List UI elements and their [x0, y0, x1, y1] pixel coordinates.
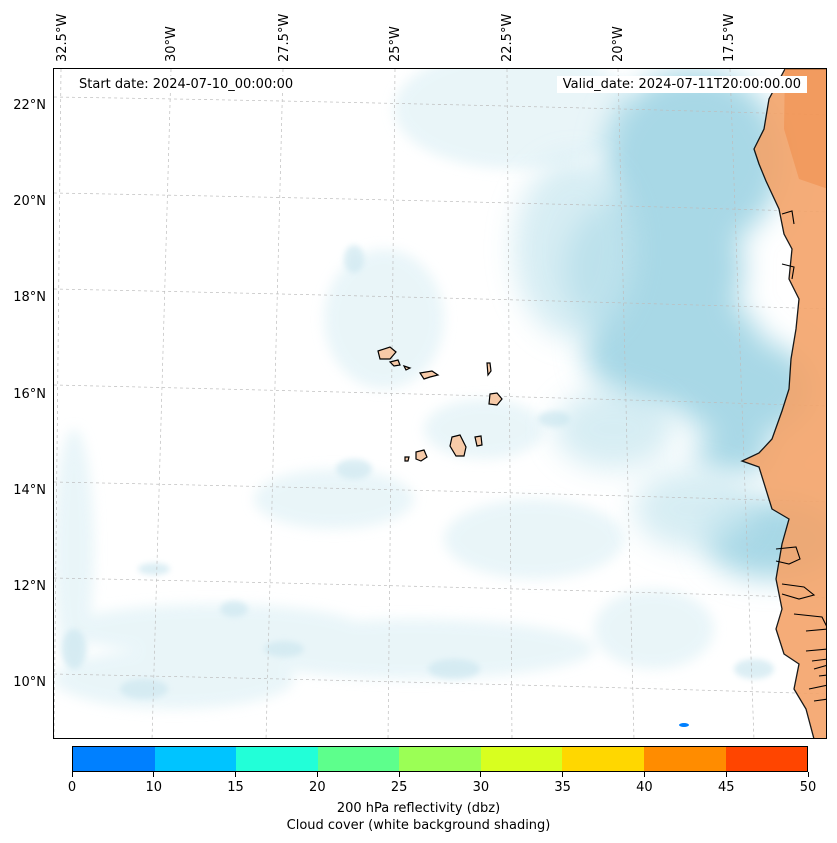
colorbar-tick	[562, 772, 564, 777]
colorbar-segment	[154, 747, 237, 771]
island-santa-luzia	[402, 364, 412, 371]
colorbar-label-reflectivity: 200 hPa reflectivity (dbz)	[336, 801, 501, 816]
colorbar-tick	[643, 772, 645, 777]
lat-label-16n: 16°N	[13, 387, 46, 402]
land-africa-highlight	[784, 69, 826, 189]
lon-label-22-5w: 22.5°W	[500, 13, 515, 62]
colorbar-label-cloud: Cloud cover (white background shading)	[286, 818, 551, 833]
colorbar-segment	[725, 747, 808, 771]
colorbar-segment	[236, 747, 318, 771]
colorbar-tick-label: 15	[227, 780, 244, 795]
colorbar-tick-label: 50	[799, 780, 817, 795]
island-sao-vicente	[388, 359, 401, 367]
colorbar	[72, 746, 808, 772]
island-santiago	[449, 434, 467, 457]
lon-label-27-5w: 27.5°W	[277, 13, 292, 62]
graticule	[54, 69, 826, 738]
colorbar-segment	[562, 747, 644, 771]
island-sal	[486, 362, 492, 377]
colorbar-tick-label: 20	[309, 780, 326, 795]
colorbar-segment	[643, 747, 726, 771]
colorbar-segment	[317, 747, 400, 771]
lon-label-32-5w: 32.5°W	[55, 13, 70, 62]
colorbar-tick-label: 25	[390, 780, 408, 795]
lat-label-10n: 10°N	[13, 675, 46, 690]
cape-verde-islands	[377, 346, 503, 462]
colorbar-tick	[71, 772, 73, 777]
colorbar-tick-label: 30	[472, 780, 490, 795]
lat-label-20n: 20°N	[13, 194, 46, 209]
reflectivity-blob	[679, 723, 689, 727]
cloud-cover-light	[54, 69, 714, 709]
valid-date-label: Valid_date: 2024-07-11T20:00:00.00	[556, 76, 807, 93]
colorbar-tick	[398, 772, 400, 777]
lat-label-22n: 22°N	[13, 98, 46, 113]
lon-label-30w: 30°W	[164, 26, 179, 62]
lon-label-25w: 25°W	[388, 26, 403, 62]
colorbar-segment	[399, 747, 481, 771]
land-africa	[740, 69, 826, 738]
lat-label-14n: 14°N	[13, 483, 46, 498]
island-sao-nicolau	[418, 370, 440, 380]
lat-label-12n: 12°N	[13, 579, 46, 594]
cloud-cover-speckles	[62, 245, 774, 699]
island-brava	[404, 456, 410, 462]
map-canvas	[54, 69, 826, 738]
lon-label-17-5w: 17.5°W	[722, 13, 737, 62]
colorbar-tick	[153, 772, 155, 777]
colorbar-segment	[480, 747, 563, 771]
island-boa-vista	[488, 392, 503, 406]
colorbar-tick-label: 35	[554, 780, 571, 795]
colorbar-tick	[807, 772, 809, 777]
coastal-details	[775, 210, 826, 702]
colorbar-tick-label: 40	[636, 780, 653, 795]
colorbar-tick-label: 45	[717, 780, 735, 795]
colorbar-tick	[235, 772, 237, 777]
colorbar-tick	[725, 772, 727, 777]
start-date-label: Start date: 2024-07-10_00:00:00	[73, 76, 300, 93]
island-fogo	[415, 449, 428, 462]
island-santo-antao	[377, 346, 397, 360]
colorbar-tick	[480, 772, 482, 777]
colorbar-tick-label: 0	[67, 780, 77, 795]
map-panel	[53, 68, 827, 739]
lon-label-20w: 20°W	[611, 26, 626, 62]
colorbar-tick-label: 10	[145, 780, 163, 795]
cloud-cover-mid	[514, 159, 754, 549]
colorbar-segment	[73, 747, 155, 771]
lat-label-18n: 18°N	[13, 290, 46, 305]
island-maio	[474, 435, 483, 447]
colorbar-tick	[316, 772, 318, 777]
